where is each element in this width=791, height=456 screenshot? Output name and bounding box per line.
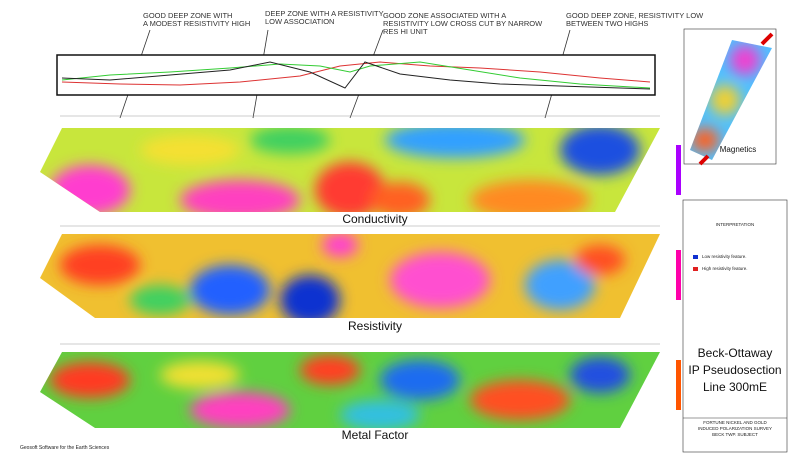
title-line: Line 300mE xyxy=(703,380,767,394)
annotation: GOOD DEEP ZONE, RESISTIVITY LOW BETWEEN T… xyxy=(566,11,704,28)
annotation: GOOD ZONE ASSOCIATED WITH A RESISTIVITY L… xyxy=(383,11,543,36)
title-line: Beck-Ottaway xyxy=(698,346,773,360)
conductivity-section xyxy=(40,128,660,212)
footer: Geosoft Software for the Earth Sciences xyxy=(20,445,110,451)
legend-title: INTERPRETATION xyxy=(716,222,755,227)
legend: INTERPRETATION Low resistivity feature. … xyxy=(693,222,754,271)
title-line: IP Pseudosection xyxy=(688,363,781,377)
legend-item: High resistivity feature. xyxy=(702,266,748,271)
panel-label: Resistivity xyxy=(348,319,402,333)
company-line: INDUCED POLARIZATION SURVEY xyxy=(698,426,772,431)
profile-plot xyxy=(56,54,660,345)
company-line: FORTUNE NICKEL AND GOLD xyxy=(703,420,767,425)
legend-item: Low resistivity feature. xyxy=(702,254,747,259)
inset-label: Magnetics xyxy=(720,145,756,154)
panel-label: Conductivity xyxy=(342,212,407,226)
annotation: DEEP ZONE WITH A RESISTIVITY LOW ASSOCIAT… xyxy=(265,9,384,26)
title-lines: Beck-Ottaway IP Pseudosection Line 300mE… xyxy=(683,346,787,437)
annotations: GOOD DEEP ZONE WITH A MODEST RESISTIVITY … xyxy=(119,9,704,119)
annotation: GOOD DEEP ZONE WITH A MODEST RESISTIVITY … xyxy=(143,11,250,28)
resistivity-section xyxy=(40,234,660,318)
metal-factor-section xyxy=(40,352,660,428)
color-bars xyxy=(676,145,681,410)
panel-label: Metal Factor xyxy=(342,428,409,442)
company-line: BECK TWP. SUBJECT xyxy=(712,432,758,437)
title-block xyxy=(682,199,788,453)
magnetics-inset: Magnetics xyxy=(683,28,777,166)
